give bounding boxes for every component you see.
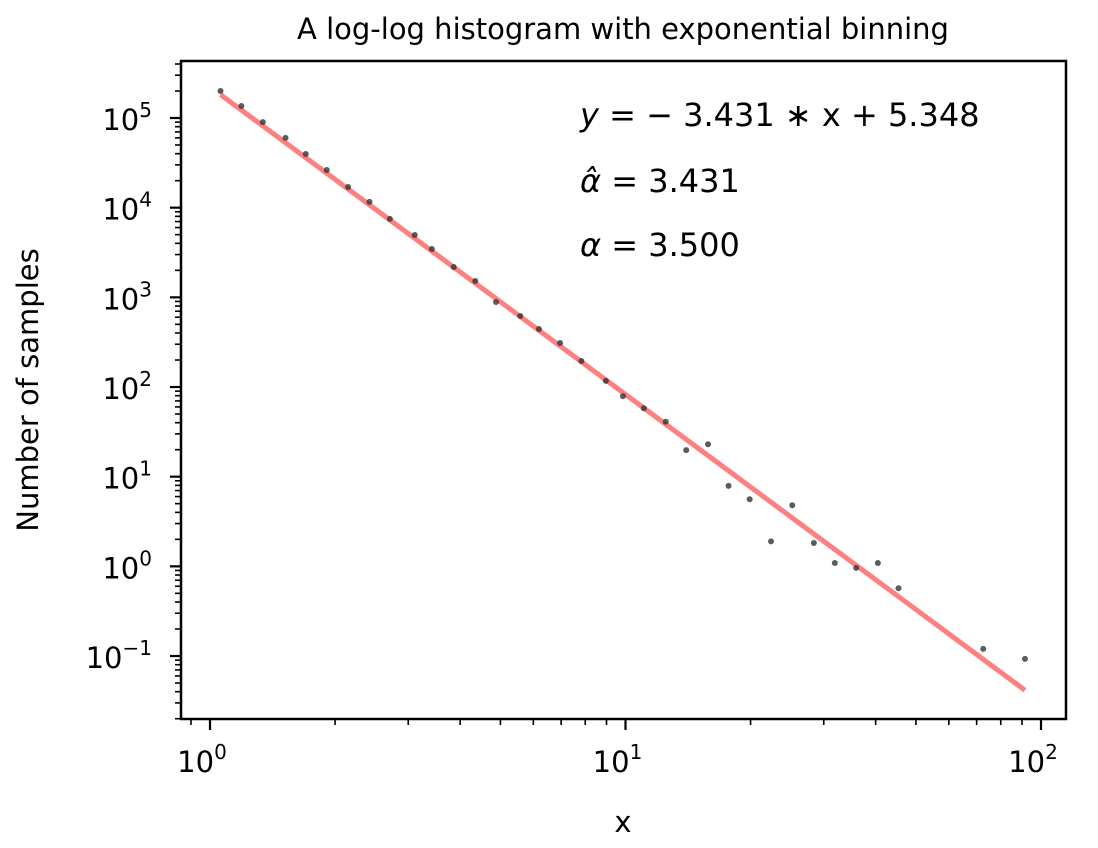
y-axis-label: Number of samples <box>11 248 45 531</box>
data-point <box>831 559 838 566</box>
data-point <box>238 103 245 110</box>
data-point <box>386 215 393 222</box>
data-point <box>557 339 564 346</box>
x-axis-ticks: 100 101 102 <box>177 719 1058 779</box>
data-point <box>282 134 289 141</box>
data-point <box>725 482 732 489</box>
y-tick-label: 105 <box>102 98 152 137</box>
data-point <box>411 231 418 238</box>
data-points <box>217 88 1028 662</box>
data-point <box>1021 655 1028 662</box>
data-point <box>450 263 457 270</box>
data-point <box>640 405 647 412</box>
data-point <box>366 198 373 205</box>
x-tick-label: 101 <box>593 740 643 779</box>
fit-annotations: y = − 3.431 ∗ x + 5.348 α̂ = 3.431 α = 3.5… <box>579 96 980 264</box>
data-point <box>602 377 609 384</box>
annotation-line: y = − 3.431 ∗ x + 5.348 <box>579 96 980 134</box>
annotation-line: α = 3.500 <box>580 226 740 264</box>
fit-line <box>219 92 1027 693</box>
y-axis-ticks: 105 104 103 102 101 100 10−1 <box>86 63 181 720</box>
data-point <box>302 150 309 157</box>
x-tick-label: 100 <box>177 740 227 779</box>
fit-line-path <box>219 92 1027 693</box>
x-axis-label: x <box>614 805 631 839</box>
y-tick-label: 100 <box>102 546 152 585</box>
data-point <box>746 496 753 503</box>
data-point <box>853 564 860 571</box>
y-tick-label: 103 <box>102 277 152 316</box>
data-point <box>705 441 712 448</box>
data-point <box>683 447 690 454</box>
y-tick-label: 104 <box>102 188 152 227</box>
y-tick-label: 101 <box>102 457 152 496</box>
data-point <box>428 246 435 253</box>
data-point <box>472 278 479 285</box>
data-point <box>259 119 266 126</box>
data-point <box>619 393 626 400</box>
plot-frame <box>179 59 1068 721</box>
data-point <box>874 559 881 566</box>
data-point <box>345 184 352 191</box>
data-point <box>217 88 224 95</box>
chart-title: A log-log histogram with exponential bin… <box>297 12 949 46</box>
data-point <box>517 313 524 320</box>
data-point <box>768 538 775 545</box>
data-point <box>662 418 669 425</box>
data-point <box>980 645 987 652</box>
data-point <box>535 326 542 333</box>
y-tick-label: 102 <box>102 367 152 406</box>
data-point <box>789 502 796 509</box>
annotation-line: α̂ = 3.431 <box>580 162 740 200</box>
data-point <box>578 358 585 365</box>
data-point <box>895 585 902 592</box>
data-point <box>810 540 817 547</box>
data-point <box>493 299 500 306</box>
x-tick-label: 102 <box>1008 740 1058 779</box>
data-point <box>323 167 330 174</box>
y-tick-label: 10−1 <box>86 636 152 675</box>
